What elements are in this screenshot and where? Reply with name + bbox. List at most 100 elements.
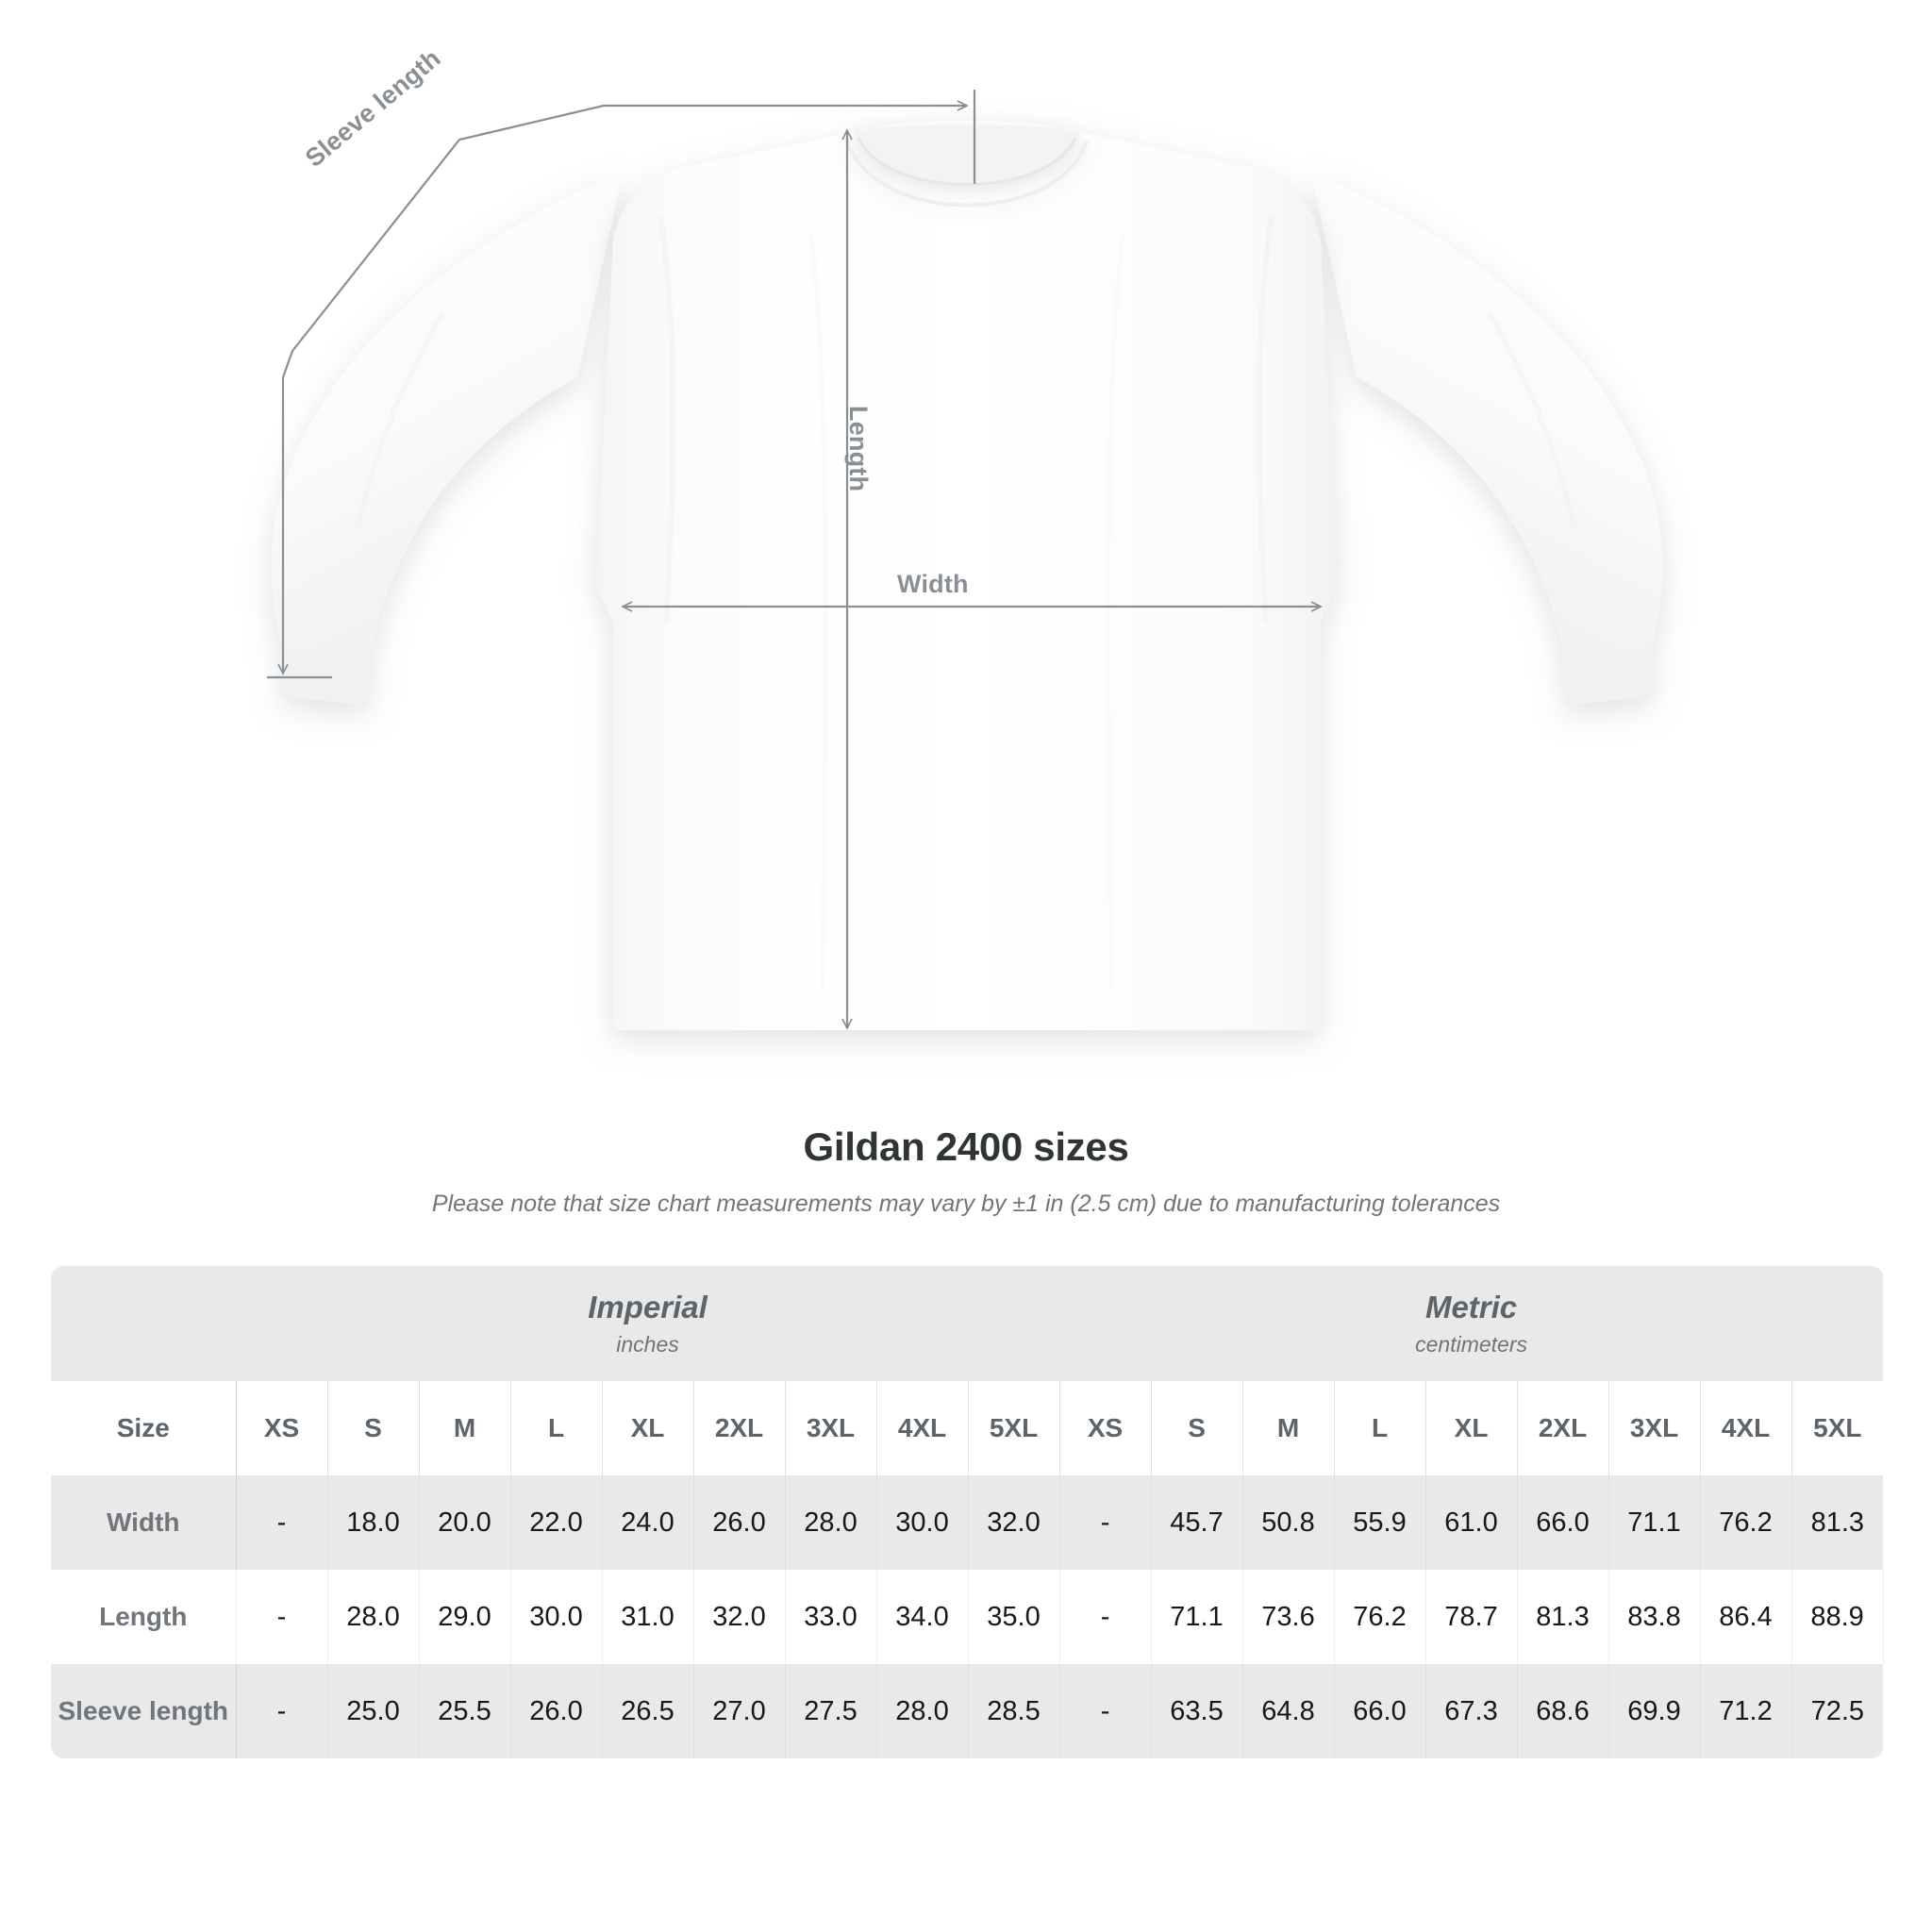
cell-width-imperial-l: 22.0: [510, 1475, 603, 1570]
unit-sub-metric: centimeters: [1415, 1331, 1527, 1357]
cell-sleeve-length-metric-xl: 67.3: [1425, 1664, 1518, 1758]
cell-sleeve-length-metric-l: 66.0: [1334, 1664, 1426, 1758]
table-body: Width -18.0 20.0 22.0 24.0 26.0 28.0 30.0 32.0-4…: [51, 1475, 1884, 1758]
column-header-imperial-4xl: 4XL: [876, 1381, 969, 1475]
cell-width-imperial-4xl: 30.0: [876, 1475, 969, 1570]
page-title: Gildan 2400 sizes: [803, 1124, 1129, 1169]
dimension-lines: [267, 90, 1323, 1030]
column-header-metric-3xl: 3XL: [1608, 1381, 1701, 1475]
cell-sleeve-length-metric-s: 63.5: [1151, 1664, 1243, 1758]
cell-sleeve-length-imperial-xs: -: [236, 1664, 328, 1758]
cell-sleeve-length-imperial-l: 26.0: [510, 1664, 603, 1758]
cell-sleeve-length-metric-4xl: 71.2: [1700, 1664, 1792, 1758]
cell-width-metric-xs: -: [1058, 1475, 1152, 1570]
cell-length-imperial-xl: 31.0: [602, 1570, 694, 1664]
size-header-row: Size XS S M L XL 2XL 3XL 4XL 5XL XS S M L XL 2XL 3XL 4XL 5…: [51, 1381, 1884, 1475]
cell-width-metric-2xl: 66.0: [1517, 1475, 1609, 1570]
column-header-imperial-5xl: 5XL: [968, 1381, 1060, 1475]
cell-length-metric-m: 73.6: [1242, 1570, 1335, 1664]
cell-width-imperial-2xl: 26.0: [693, 1475, 786, 1570]
row-label-width: Width: [51, 1475, 237, 1570]
unit-header-metric: Metric centimeters: [1059, 1266, 1884, 1381]
cell-width-imperial-s: 18.0: [327, 1475, 420, 1570]
length-annotation: Length: [844, 406, 873, 492]
cell-length-imperial-s: 28.0: [327, 1570, 420, 1664]
cell-sleeve-length-metric-3xl: 69.9: [1608, 1664, 1701, 1758]
cell-sleeve-length-metric-m: 64.8: [1242, 1664, 1335, 1758]
cell-width-metric-m: 50.8: [1242, 1475, 1335, 1570]
column-header-imperial-xl: XL: [602, 1381, 694, 1475]
cell-sleeve-length-imperial-s: 25.0: [327, 1664, 420, 1758]
unit-header-spacer: [51, 1266, 236, 1381]
shirt-body: [596, 121, 1338, 1030]
cell-sleeve-length-metric-xs: -: [1058, 1664, 1152, 1758]
column-header-metric-4xl: 4XL: [1700, 1381, 1792, 1475]
column-header-imperial-3xl: 3XL: [785, 1381, 877, 1475]
garment-illustration: [267, 90, 1663, 1030]
left-sleeve: [271, 175, 623, 706]
cell-length-metric-xl: 78.7: [1425, 1570, 1518, 1664]
column-header-imperial-m: M: [419, 1381, 511, 1475]
table-row: Sleeve length -25.0 25.5 26.0 26.5 27.0 27.5 28…: [51, 1664, 1884, 1758]
cell-sleeve-length-imperial-5xl: 28.5: [968, 1664, 1060, 1758]
title-block: Gildan 2400 sizes Please note that size …: [0, 1124, 1932, 1218]
cell-length-metric-xs: -: [1058, 1570, 1152, 1664]
cell-sleeve-length-metric-2xl: 68.6: [1517, 1664, 1609, 1758]
cell-sleeve-length-imperial-m: 25.5: [419, 1664, 511, 1758]
cell-length-imperial-5xl: 35.0: [968, 1570, 1060, 1664]
size-chart-table: Imperial inches Metric centimeters Size X…: [51, 1266, 1884, 1758]
column-header-metric-l: L: [1334, 1381, 1426, 1475]
column-header-imperial-l: L: [510, 1381, 603, 1475]
cell-sleeve-length-imperial-4xl: 28.0: [876, 1664, 969, 1758]
cell-length-metric-2xl: 81.3: [1517, 1570, 1609, 1664]
size-table-container: Imperial inches Metric centimeters Size X…: [51, 1266, 1884, 1758]
table-row: Length -28.0 29.0 30.0 31.0 32.0 33.0 34.0 35.0-…: [51, 1570, 1884, 1664]
row-label-length: Length: [51, 1570, 237, 1664]
cell-length-metric-5xl: 88.9: [1791, 1570, 1884, 1664]
row-label-sleeve-length: Sleeve length: [51, 1664, 237, 1758]
page-subtitle: Please note that size chart measurements…: [431, 1191, 1501, 1217]
unit-name-imperial: Imperial: [588, 1290, 708, 1325]
cell-length-imperial-xs: -: [236, 1570, 328, 1664]
column-header-metric-m: M: [1242, 1381, 1335, 1475]
cell-length-metric-4xl: 86.4: [1700, 1570, 1792, 1664]
cell-length-metric-l: 76.2: [1334, 1570, 1426, 1664]
cell-width-imperial-3xl: 28.0: [785, 1475, 877, 1570]
cell-sleeve-length-imperial-3xl: 27.5: [785, 1664, 877, 1758]
cell-sleeve-length-imperial-2xl: 27.0: [693, 1664, 786, 1758]
cell-width-imperial-xl: 24.0: [602, 1475, 694, 1570]
column-header-metric-s: S: [1151, 1381, 1243, 1475]
unit-header-row: Imperial inches Metric centimeters: [51, 1266, 1884, 1381]
column-header-metric-2xl: 2XL: [1517, 1381, 1609, 1475]
cell-width-metric-5xl: 81.3: [1791, 1475, 1884, 1570]
width-annotation: Width: [897, 570, 969, 598]
column-header-size: Size: [51, 1381, 237, 1475]
unit-header-imperial: Imperial inches: [236, 1266, 1060, 1381]
column-header-metric-xl: XL: [1425, 1381, 1518, 1475]
cell-length-metric-s: 71.1: [1151, 1570, 1243, 1664]
column-header-imperial-s: S: [327, 1381, 420, 1475]
cell-width-metric-s: 45.7: [1151, 1475, 1243, 1570]
cell-length-imperial-2xl: 32.0: [693, 1570, 786, 1664]
unit-name-metric: Metric: [1424, 1290, 1518, 1325]
column-header-metric-xs: XS: [1058, 1381, 1152, 1475]
sleeve-length-line: [277, 104, 605, 675]
cell-width-metric-4xl: 76.2: [1700, 1475, 1792, 1570]
cell-length-imperial-l: 30.0: [510, 1570, 603, 1664]
column-header-imperial-xs: XS: [236, 1381, 328, 1475]
column-header-metric-5xl: 5XL: [1791, 1381, 1884, 1475]
table-row: Width -18.0 20.0 22.0 24.0 26.0 28.0 30.0 32.0-4…: [51, 1475, 1884, 1570]
cell-width-imperial-xs: -: [236, 1475, 328, 1570]
cell-sleeve-length-imperial-xl: 26.5: [602, 1664, 694, 1758]
cell-length-imperial-m: 29.0: [419, 1570, 511, 1664]
cell-width-imperial-5xl: 32.0: [968, 1475, 1060, 1570]
cell-length-metric-3xl: 83.8: [1608, 1570, 1701, 1664]
cell-width-imperial-m: 20.0: [419, 1475, 511, 1570]
cell-width-metric-3xl: 71.1: [1608, 1475, 1701, 1570]
unit-sub-imperial: inches: [616, 1331, 679, 1357]
cell-sleeve-length-metric-5xl: 72.5: [1791, 1664, 1884, 1758]
table-head: Imperial inches Metric centimeters Size X…: [51, 1266, 1884, 1475]
column-header-imperial-2xl: 2XL: [693, 1381, 786, 1475]
fabric-folds: [356, 216, 1576, 991]
